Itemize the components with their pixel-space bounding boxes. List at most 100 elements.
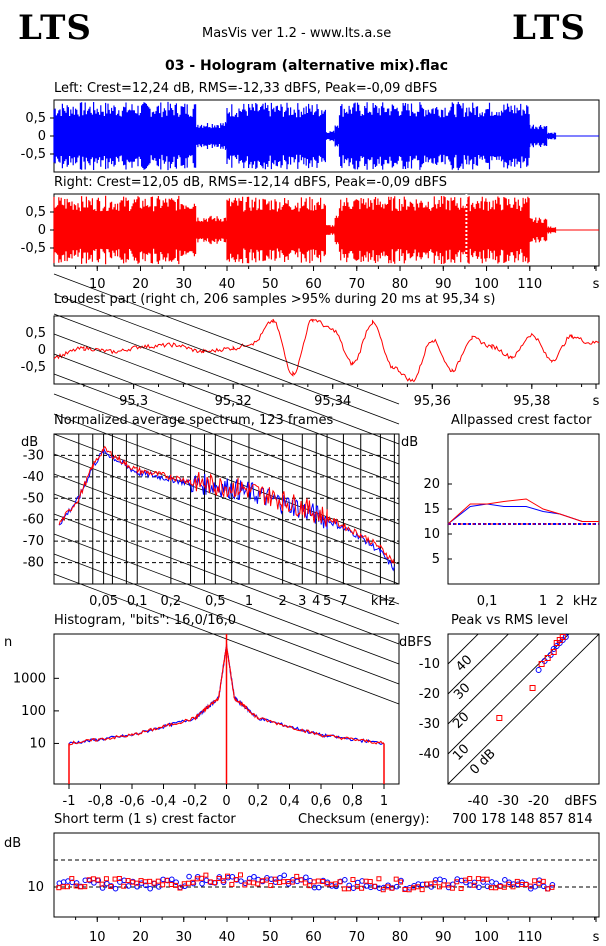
crest-point-left [173, 879, 179, 886]
crest-point-right [389, 885, 395, 891]
crest-ylabel: dB [4, 836, 21, 851]
spectrum-frame [53, 433, 400, 585]
crest-ytick: 10 [27, 880, 44, 895]
spectrum-xtick-label: 7 [339, 594, 347, 609]
crest-point-right [229, 881, 235, 887]
peakrms-xtick-label: -30 [498, 794, 519, 809]
crest-frame [53, 832, 600, 918]
crest-point-left [125, 883, 132, 889]
crest-point-right [242, 882, 248, 888]
crest-point-right [540, 878, 546, 884]
spectrum-xtick-label: 0,05 [89, 594, 118, 609]
histogram-xtick-label: 0,4 [279, 794, 300, 809]
time-tick-label: 80 [392, 277, 409, 292]
peakrms-title: Peak vs RMS level [451, 613, 569, 628]
checksum-label: Checksum (energy): [298, 812, 430, 827]
peakrms-ytick: -20 [419, 687, 440, 702]
peakrms-xtick-label: -40 [468, 794, 489, 809]
loudest-frame [53, 315, 600, 385]
crest-point-right [155, 878, 161, 884]
crest-point-right [289, 879, 295, 885]
crest-point-left [251, 873, 257, 880]
time-tick-label: 30 [175, 277, 192, 292]
time-tick-label: 10 [89, 277, 106, 292]
file-title: 03 - Hologram (alternative mix).flac [165, 58, 449, 74]
crest-point-left [527, 885, 534, 892]
crest-point-right [250, 880, 256, 886]
spectrum-ytick: -30 [23, 448, 44, 463]
right-channel-ytick: 0,5 [25, 205, 46, 220]
spectrum-ytick: -40 [23, 470, 44, 485]
spectrum-slope-line [53, 373, 400, 505]
crest-point-right [203, 872, 209, 878]
crest-point-right [99, 881, 105, 887]
crest-xtick-label: 100 [474, 930, 499, 945]
crest-point-right [350, 877, 356, 883]
crest-point-left [532, 883, 538, 890]
crest-point-left [281, 872, 288, 879]
histogram-xtick-label: -0,4 [151, 794, 176, 809]
crest-point-right [458, 886, 464, 892]
spectrum-xtick-label: 5 [323, 594, 331, 609]
histogram-xtick-label: 0 [222, 794, 230, 809]
peakrms-ytick: -40 [419, 747, 440, 762]
peakrms-diag-label: 10 [450, 742, 472, 764]
crest-point-left [112, 885, 119, 892]
spectrum-xtick-label: kHz [371, 594, 395, 609]
spectrum-xtick-label: 4 [312, 594, 320, 609]
crest-point-left [316, 884, 322, 891]
allpassed-xtick-label: 1 [539, 594, 547, 609]
crest-point-right [121, 883, 127, 889]
peakrms-diag-label: 20 [450, 710, 472, 732]
time-tick-label: 50 [262, 277, 279, 292]
spectrum-xtick-label: 1 [245, 594, 253, 609]
app-title: MasVis ver 1.2 - www.lts.a.se [202, 26, 392, 41]
loudest-ytick: 0 [38, 343, 46, 358]
spectrum-slope-line [53, 533, 400, 665]
allpassed-ylabel: dB [401, 435, 418, 450]
peakrms-ytick: -30 [419, 717, 440, 732]
spectrum-slope-line [53, 453, 400, 585]
crest-point-right [95, 877, 101, 883]
spectrum-slope-line [53, 513, 400, 645]
crest-point-left [502, 877, 508, 883]
crest-point-right [56, 885, 62, 891]
right-title: Right: Crest=12,05 dB, RMS=-12,14 dBFS, … [54, 175, 447, 190]
peakrms-diag-label: 0 dB [467, 746, 499, 778]
time-tick-label: s [593, 277, 600, 292]
crest-point-right [103, 876, 109, 882]
crest-point-right [432, 880, 438, 886]
crest-point-right [177, 885, 183, 891]
allpassed-frame [447, 433, 600, 585]
loudest-ytick: -0,5 [21, 360, 46, 375]
peakrms-point-left [562, 634, 569, 640]
crest-point-right [484, 876, 490, 882]
crest-point-right [298, 877, 304, 883]
loudest-xtick-label: 95,3 [119, 394, 148, 409]
crest-point-left [168, 876, 175, 883]
histogram-xtick-label: -0,6 [119, 794, 144, 809]
spectrum-ytick: -70 [23, 534, 44, 549]
loudest-xtick-label: s [593, 394, 600, 409]
spectrum-ytick: -50 [23, 491, 44, 506]
crest-title: Short term (1 s) crest factor [54, 812, 236, 827]
histogram-ytick: 100 [21, 704, 46, 719]
allpassed-ytick: 5 [432, 552, 440, 567]
allpassed-xtick-label: 2 [556, 594, 564, 609]
histogram-title: Histogram, "bits": 16,0/16,0 [54, 613, 237, 628]
time-tick-label: 110 [517, 277, 542, 292]
spectrum-title: Normalized average spectrum, 123 frames [54, 413, 334, 428]
loudest-title: Loudest part (right ch, 206 samples >95%… [54, 292, 496, 307]
crest-point-right [445, 882, 451, 888]
spectrum-slope-line [53, 393, 400, 525]
crest-point-left [104, 880, 110, 887]
left-title: Left: Crest=12,24 dB, RMS=-12,33 dBFS, P… [54, 81, 438, 96]
allpassed-series-right [447, 498, 599, 525]
histogram-xtick-label: 0,8 [342, 794, 363, 809]
checksum-value: 700 178 148 857 814 [452, 812, 593, 827]
crest-point-right [367, 879, 373, 885]
peakrms-point-right [529, 685, 536, 691]
crest-point-right [514, 878, 520, 884]
crest-point-right [506, 881, 512, 887]
